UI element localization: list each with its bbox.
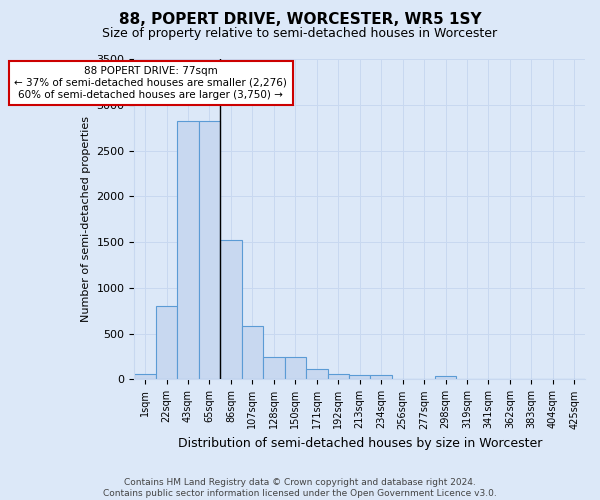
Bar <box>220 240 242 380</box>
Bar <box>370 376 392 380</box>
Bar <box>349 376 370 380</box>
Text: 88, POPERT DRIVE, WORCESTER, WR5 1SY: 88, POPERT DRIVE, WORCESTER, WR5 1SY <box>119 12 481 28</box>
Bar <box>178 122 199 380</box>
Text: Size of property relative to semi-detached houses in Worcester: Size of property relative to semi-detach… <box>103 28 497 40</box>
Bar <box>134 374 156 380</box>
Bar <box>306 370 328 380</box>
Bar <box>263 356 284 380</box>
Text: Contains HM Land Registry data © Crown copyright and database right 2024.
Contai: Contains HM Land Registry data © Crown c… <box>103 478 497 498</box>
Text: 88 POPERT DRIVE: 77sqm
← 37% of semi-detached houses are smaller (2,276)
60% of : 88 POPERT DRIVE: 77sqm ← 37% of semi-det… <box>14 66 287 100</box>
Bar <box>199 122 220 380</box>
Bar <box>156 306 178 380</box>
Y-axis label: Number of semi-detached properties: Number of semi-detached properties <box>81 116 91 322</box>
Bar <box>242 326 263 380</box>
Bar <box>435 376 456 380</box>
Bar <box>284 356 306 380</box>
Bar <box>328 374 349 380</box>
X-axis label: Distribution of semi-detached houses by size in Worcester: Distribution of semi-detached houses by … <box>178 437 542 450</box>
